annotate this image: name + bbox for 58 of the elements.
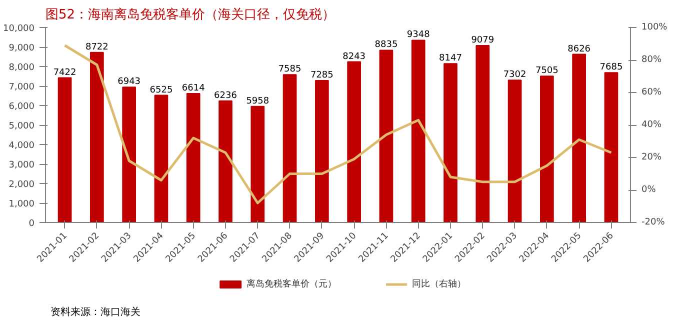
bar: [508, 80, 522, 222]
y-tick-label: 4,000: [8, 141, 35, 151]
data-label: 5958: [246, 96, 270, 106]
data-label: 7422: [53, 68, 76, 78]
y2-tick-label: 20%: [642, 152, 662, 162]
bar: [604, 72, 618, 222]
y-tick-label: 5,000: [8, 122, 35, 132]
data-label: 9079: [471, 35, 494, 46]
y-tick-label: 8,000: [8, 63, 35, 73]
data-label: 7585: [278, 64, 302, 75]
y2-tick-label: 100%: [642, 22, 668, 32]
y2-tick-label: -20%: [642, 218, 666, 228]
bar: [218, 100, 232, 222]
bar: [379, 50, 394, 222]
data-label: 7285: [310, 70, 334, 80]
bar: [282, 74, 297, 222]
legend-label: 同比（右轴）: [412, 278, 466, 290]
data-label: 8147: [439, 54, 462, 64]
data-label: 7505: [535, 66, 558, 76]
y-tick-label: 7,000: [8, 82, 35, 92]
y-tick-label: 6,000: [8, 102, 35, 112]
y2-tick-label: 0%: [642, 185, 656, 195]
data-label: 6525: [150, 85, 173, 96]
bar: [154, 94, 168, 222]
y2-tick-label: 40%: [642, 120, 662, 130]
data-label: 9348: [406, 30, 430, 40]
y-tick-label: 1,000: [8, 200, 35, 210]
data-label: 7302: [503, 70, 526, 80]
data-label: 6943: [118, 77, 141, 88]
y2-tick-label: 60%: [642, 88, 662, 98]
chart-title: 图52：海南离岛免税客单价（海关口径，仅免税）: [46, 6, 336, 22]
data-label: 8626: [568, 44, 591, 54]
data-label: 8722: [85, 42, 108, 52]
y-tick-label: 10,000: [3, 24, 35, 34]
bar: [444, 63, 458, 222]
bar: [540, 76, 554, 222]
y-tick-label: 2,000: [8, 180, 35, 190]
bar: [186, 93, 200, 222]
y2-tick-label: 80%: [642, 55, 662, 65]
data-label: 8243: [342, 52, 366, 62]
text: 资料来源：海口海关: [50, 306, 141, 318]
bar: [572, 54, 586, 222]
y-tick-label: 3,000: [8, 160, 35, 170]
y-tick-label: 9,000: [8, 44, 35, 54]
bar: [476, 44, 490, 222]
y-tick-label: 0: [28, 219, 35, 229]
legend-label: 离岛免税客单价（元）: [246, 278, 336, 290]
bar: [122, 86, 136, 222]
bar: [90, 52, 104, 222]
bar: [347, 61, 361, 222]
bar: [58, 77, 72, 222]
data-label: 8835: [374, 40, 398, 50]
bar: [411, 40, 426, 222]
data-label: 7685: [600, 62, 623, 73]
bar: [315, 80, 329, 222]
bar: [250, 106, 265, 222]
data-label: 6614: [182, 84, 206, 94]
data-label: 6236: [214, 90, 238, 101]
